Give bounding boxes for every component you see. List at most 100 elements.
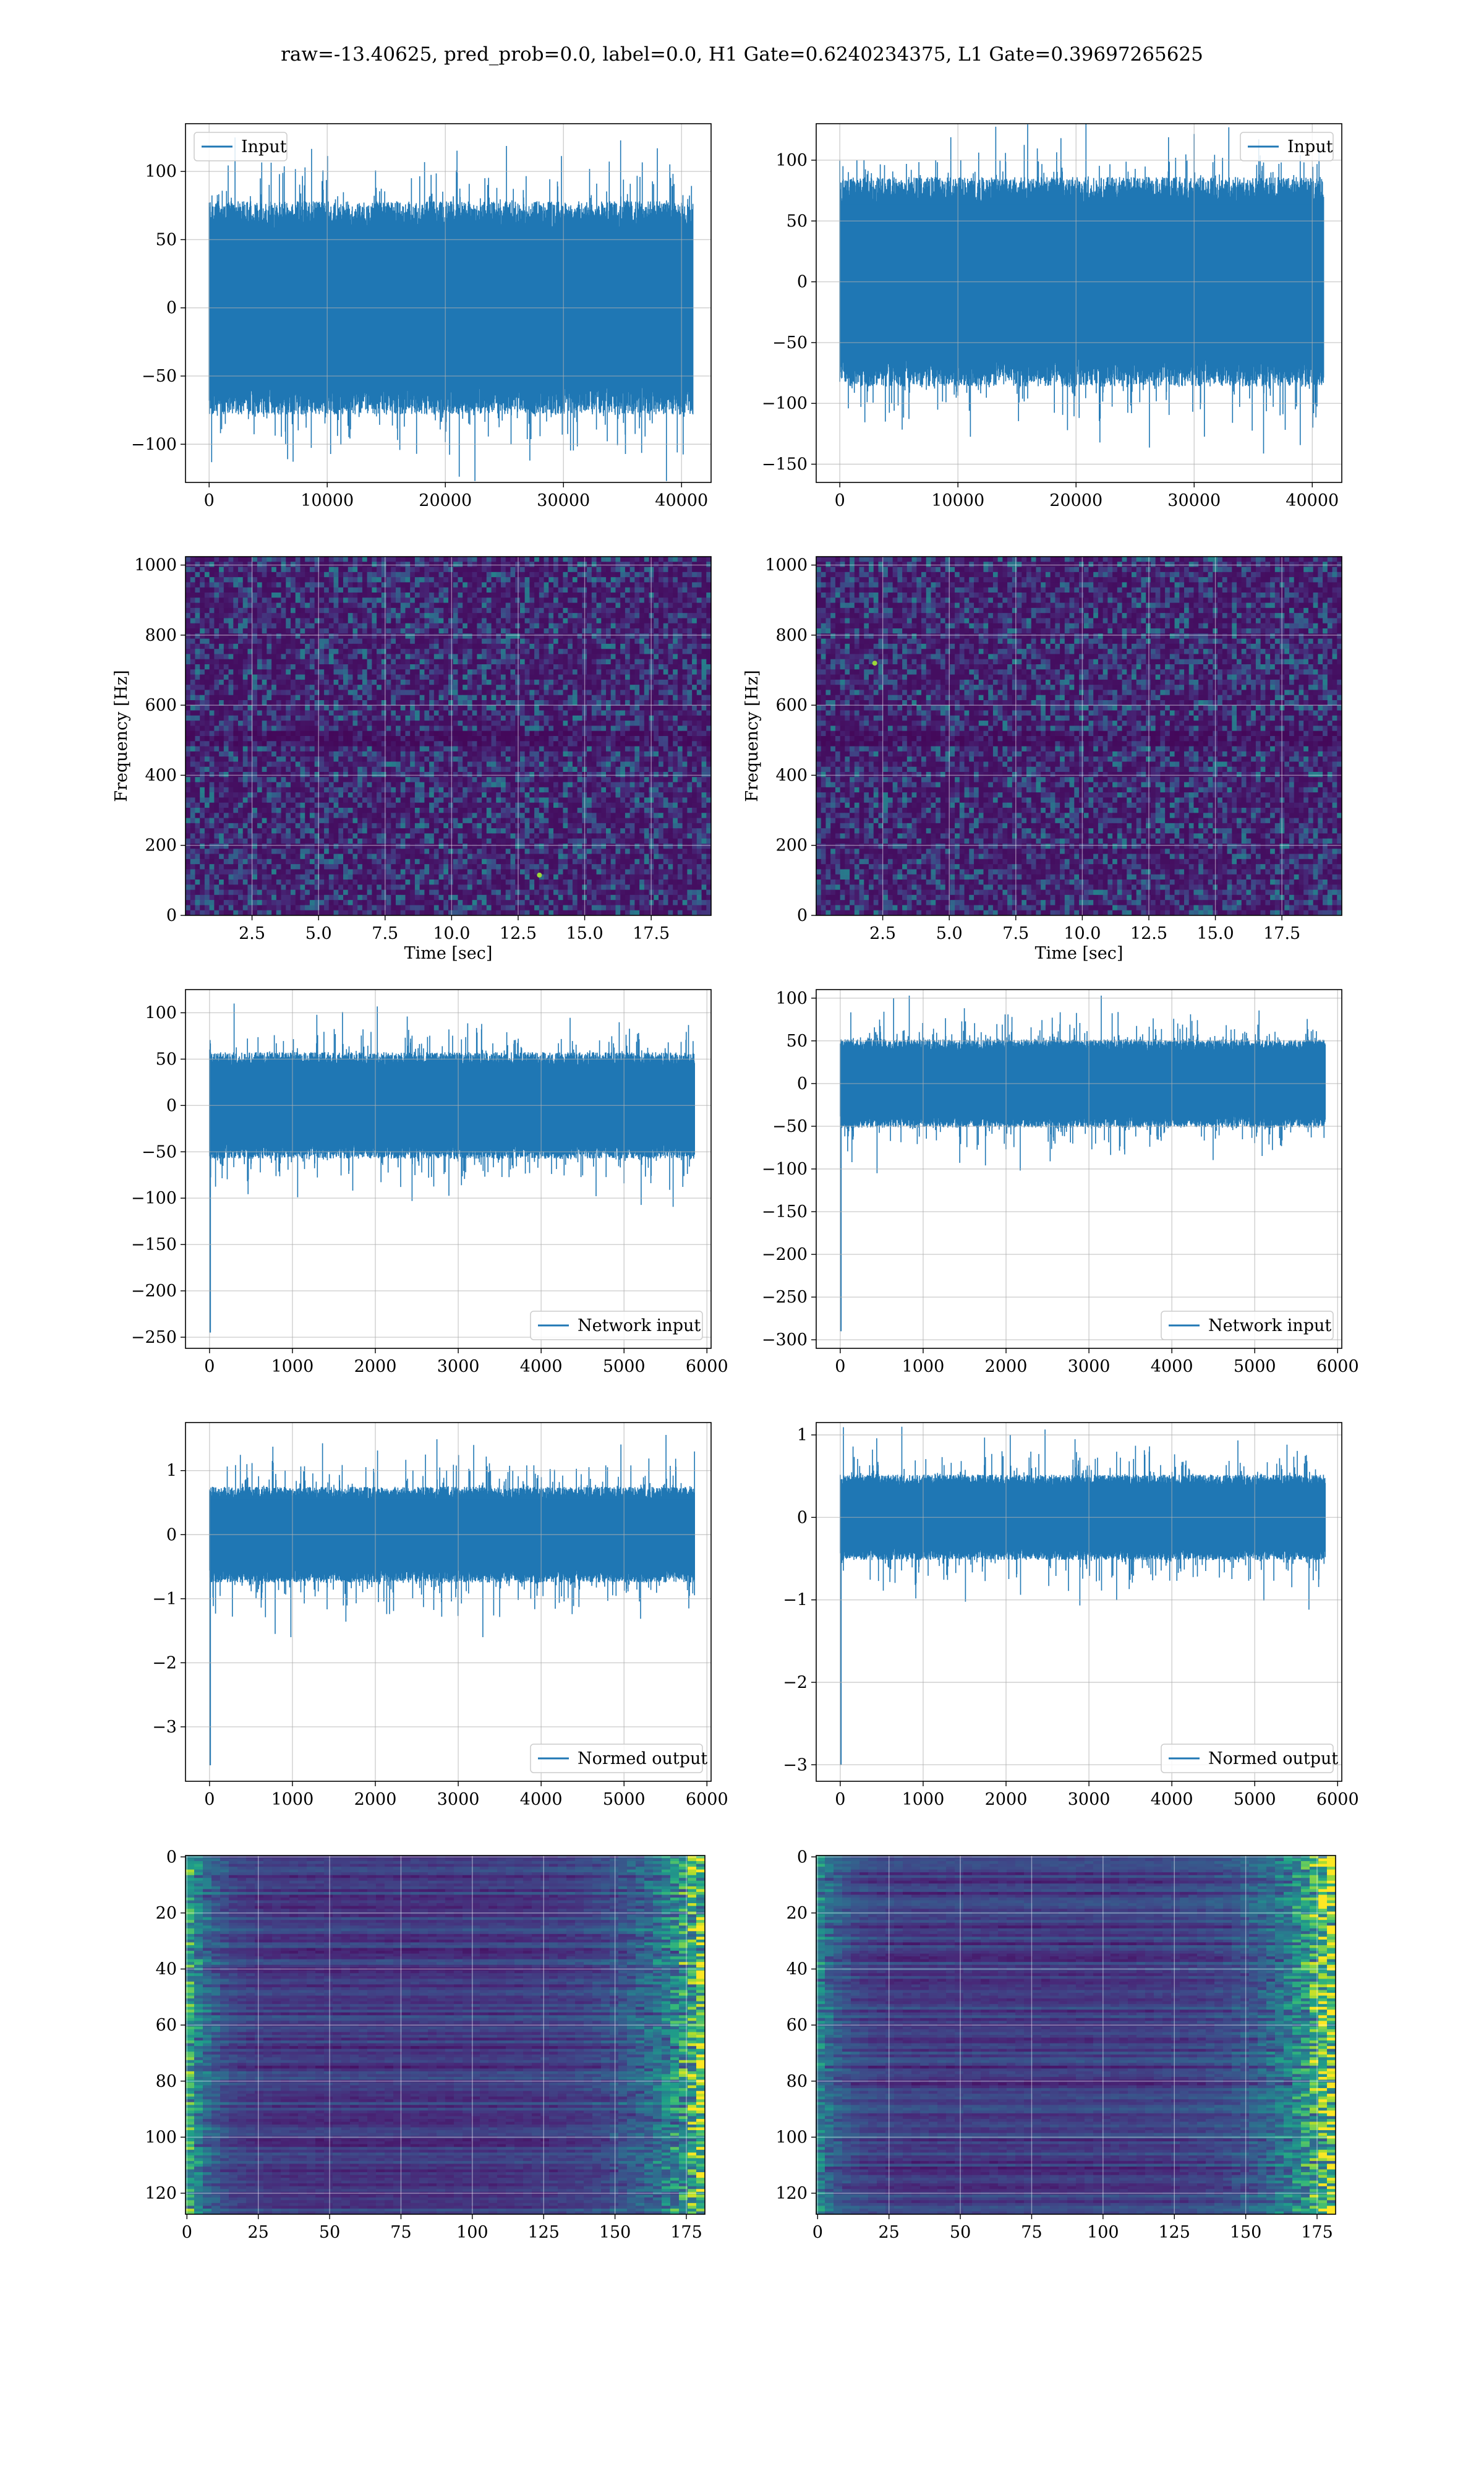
x-tick-label: 1000 <box>271 1357 314 1376</box>
x-tick-label: 0 <box>204 1790 215 1809</box>
x-tick-label: 175 <box>1301 2223 1333 2242</box>
legend-label: Normed output <box>578 1749 707 1768</box>
y-tick-label: 100 <box>145 2128 177 2147</box>
y-tick-label: 20 <box>787 1904 808 1923</box>
y-tick-label: 40 <box>156 1960 177 1979</box>
axes-frame <box>185 1855 706 2215</box>
x-tick-label: 5000 <box>1234 1357 1276 1376</box>
legend-label: Input <box>241 137 287 156</box>
y-tick-label: −3 <box>783 1755 808 1774</box>
x-tick-label: 75 <box>1021 2223 1042 2242</box>
y-tick-label: 800 <box>775 626 808 645</box>
y-tick-label: 400 <box>145 766 177 785</box>
x-tick-label: 125 <box>1158 2223 1190 2242</box>
x-tick-label: 30000 <box>537 491 590 510</box>
grid-lines <box>186 557 711 915</box>
legend-label: Network input <box>1208 1316 1331 1335</box>
y-tick-label: 0 <box>166 1847 177 1867</box>
x-tick-label: 50 <box>319 2223 340 2242</box>
grid-lines <box>186 1423 711 1781</box>
grid-lines <box>816 990 1342 1348</box>
plot-area <box>816 557 1342 915</box>
x-tick-label: 4000 <box>1151 1790 1193 1809</box>
x-axis-label: Time [sec] <box>404 944 493 963</box>
series-line <box>209 1003 695 1333</box>
x-tick-label: 2000 <box>985 1357 1028 1376</box>
y-tick-label: 800 <box>145 626 177 645</box>
y-tick-label: 20 <box>156 1904 177 1923</box>
heatmap-cells <box>816 1856 1336 2214</box>
x-tick-label: 25 <box>248 2223 269 2242</box>
x-tick-label: 150 <box>599 2223 631 2242</box>
chart-10: 0 25 50 75 100 125 150 175 0 20 40 60 80 100 120 <box>775 1847 1336 2242</box>
y-tick-label: 0 <box>166 906 177 925</box>
y-tick-label: 0 <box>797 906 808 925</box>
y-tick-label: −100 <box>762 1160 808 1179</box>
y-tick-label: 0 <box>797 273 808 292</box>
y-tick-label: −100 <box>131 1189 177 1208</box>
x-tick-label: 10.0 <box>1064 924 1101 943</box>
y-tick-label: −50 <box>142 367 177 386</box>
x-tick-label: 50 <box>950 2223 971 2242</box>
y-tick-label: −250 <box>762 1288 808 1307</box>
y-tick-label: 1000 <box>765 556 808 575</box>
chart-4: 2.5 5.0 7.5 10.0 12.5 15.0 17.5 0 200 400 600 800 10… <box>743 556 1342 963</box>
grid-lines <box>186 1856 705 2214</box>
plot-area <box>186 990 711 1348</box>
x-tick-label: 1000 <box>902 1357 945 1376</box>
x-tick-label: 5.0 <box>936 924 963 943</box>
y-tick-label: 200 <box>145 836 177 855</box>
x-tick-label: 5000 <box>1234 1790 1276 1809</box>
y-tick-label: −50 <box>772 333 808 353</box>
chart-3: 2.5 5.0 7.5 10.0 12.5 15.0 17.5 0 200 400 600 800 10… <box>112 556 712 963</box>
x-tick-label: 175 <box>670 2223 702 2242</box>
x-tick-label: 6000 <box>1316 1790 1359 1809</box>
x-tick-label: 12.5 <box>500 924 537 943</box>
x-tick-label: 75 <box>390 2223 411 2242</box>
plot-area <box>816 124 1342 482</box>
y-tick-label: −2 <box>152 1653 177 1672</box>
plot-area <box>186 557 711 915</box>
x-tick-label: 17.5 <box>633 924 670 943</box>
series-line <box>209 1435 695 1766</box>
y-tick-label: −2 <box>783 1673 808 1692</box>
x-tick-label: 7.5 <box>1002 924 1029 943</box>
y-tick-label: 80 <box>156 2072 177 2091</box>
legend-label: Input <box>1287 137 1333 156</box>
axes-frame <box>185 1422 712 1782</box>
axes-frame <box>816 1422 1342 1782</box>
series-line <box>208 137 694 481</box>
figure-title: raw=-13.40625, pred_prob=0.0, label=0.0,… <box>0 43 1484 66</box>
plot-area <box>816 990 1342 1348</box>
series-line <box>839 124 1324 454</box>
axes-frame <box>816 1855 1336 2215</box>
grid-lines <box>816 1856 1336 2214</box>
y-tick-label: 120 <box>145 2184 177 2203</box>
x-tick-label: 15.0 <box>566 924 603 943</box>
chart-9: 0 25 50 75 100 125 150 175 0 20 40 60 80 100 120 <box>145 1847 706 2242</box>
x-tick-label: 1000 <box>902 1790 945 1809</box>
heatmap-cells <box>186 1856 705 2214</box>
grid-lines <box>186 124 711 482</box>
x-tick-label: 100 <box>1087 2223 1119 2242</box>
x-tick-label: 17.5 <box>1263 924 1300 943</box>
x-tick-label: 5.0 <box>305 924 332 943</box>
x-tick-label: 10000 <box>931 491 984 510</box>
x-tick-label: 7.5 <box>372 924 398 943</box>
legend-label: Normed output <box>1208 1749 1338 1768</box>
y-tick-label: 100 <box>775 2128 808 2147</box>
heatmap-cells <box>186 557 711 915</box>
plot-area <box>816 1423 1342 1781</box>
x-tick-label: 125 <box>527 2223 560 2242</box>
x-tick-label: 5000 <box>603 1357 646 1376</box>
x-tick-label: 2.5 <box>869 924 896 943</box>
y-tick-label: 0 <box>166 299 177 318</box>
y-tick-label: −150 <box>762 455 808 474</box>
x-tick-label: 3000 <box>437 1357 480 1376</box>
y-tick-label: −250 <box>131 1328 177 1347</box>
x-tick-label: 150 <box>1230 2223 1262 2242</box>
chart-6: 0 1000 2000 3000 4000 5000 6000−300−250−200−15… <box>762 989 1359 1376</box>
y-tick-label: −1 <box>783 1591 808 1610</box>
y-tick-label: −300 <box>762 1330 808 1350</box>
